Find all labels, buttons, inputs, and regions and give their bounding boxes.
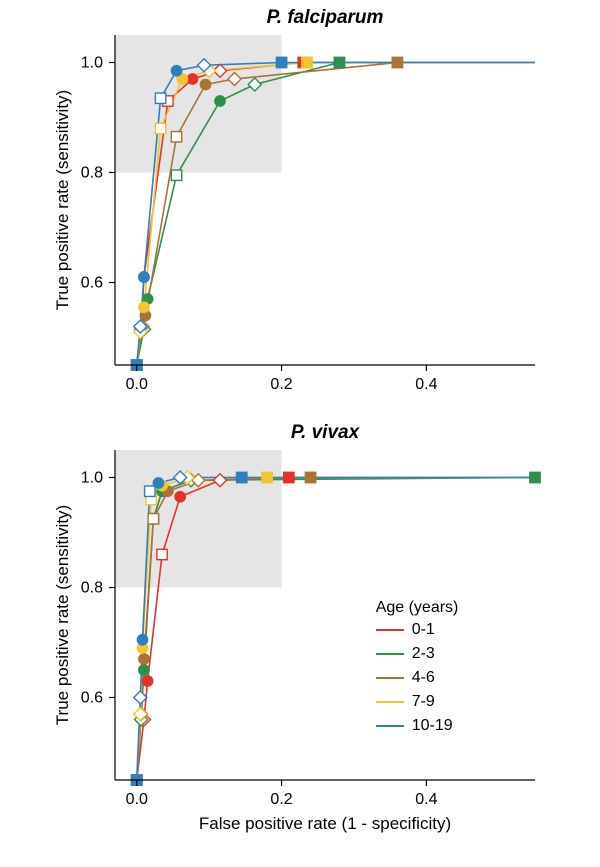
legend-title: Age (years) [376,599,459,617]
svg-text:0.0: 0.0 [126,376,148,393]
svg-text:0.4: 0.4 [415,376,437,393]
svg-text:0.2: 0.2 [270,791,292,808]
legend-swatch [376,725,404,727]
svg-text:1.0: 1.0 [81,55,103,72]
legend-item: 10-19 [376,715,459,737]
legend-swatch [376,629,404,631]
legend-label: 7-9 [412,693,435,711]
y-axis-label: True positive rate (sensitivity) [53,35,73,365]
svg-text:0.8: 0.8 [81,165,103,182]
panel-title: P. falciparum [115,7,535,29]
plot-area: 0.00.20.40.60.81.0 [115,35,535,365]
legend-swatch [376,701,404,703]
legend-label: 0-1 [412,621,435,639]
legend-label: 4-6 [412,669,435,687]
legend-item: 0-1 [376,619,459,641]
y-axis-label: True positive rate (sensitivity) [53,450,73,780]
svg-text:0.6: 0.6 [81,275,103,292]
legend-item: 2-3 [376,643,459,665]
svg-text:1.0: 1.0 [81,470,103,487]
legend-item: 4-6 [376,667,459,689]
x-axis-label: False positive rate (1 - specificity) [115,814,535,834]
legend-item: 7-9 [376,691,459,713]
figure-root: P. falciparum0.00.20.40.60.81.0True posi… [0,0,600,867]
svg-text:0.8: 0.8 [81,580,103,597]
svg-text:0.2: 0.2 [270,376,292,393]
legend-label: 10-19 [412,717,453,735]
svg-text:0.0: 0.0 [126,791,148,808]
svg-text:0.6: 0.6 [81,690,103,707]
panel-title: P. vivax [115,422,535,444]
legend-swatch [376,677,404,679]
legend-swatch [376,653,404,655]
legend-label: 2-3 [412,645,435,663]
svg-text:0.4: 0.4 [415,791,437,808]
legend: Age (years) 0-1 2-3 4-6 7-9 10-19 [376,599,459,737]
plot-area: 0.00.20.40.60.81.0 [115,450,535,780]
